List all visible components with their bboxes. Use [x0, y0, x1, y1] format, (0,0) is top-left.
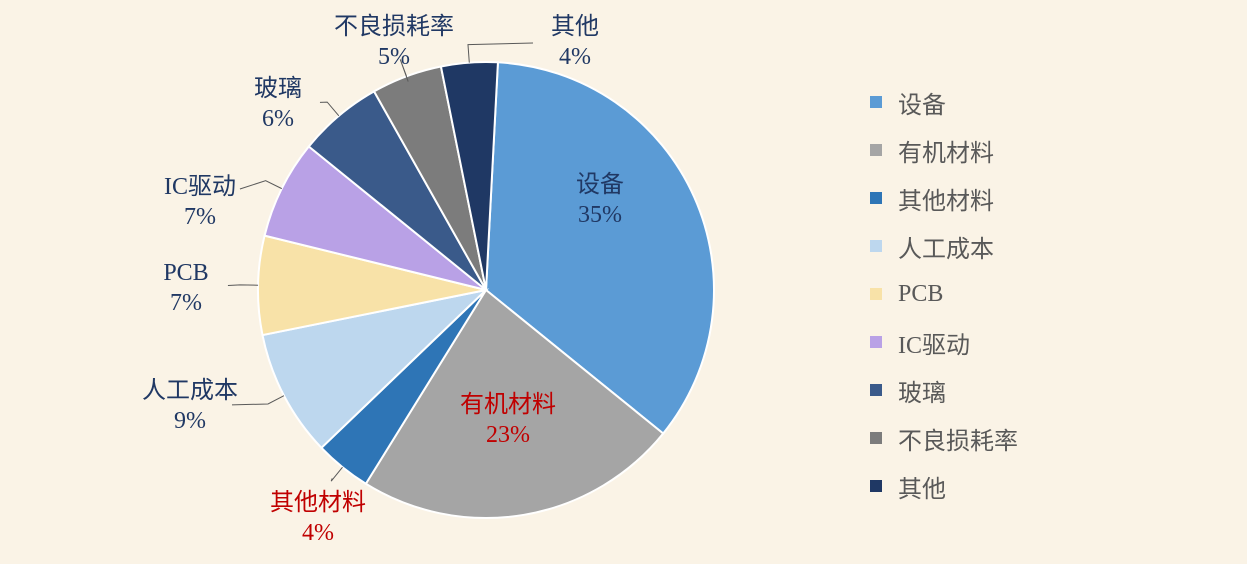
legend-swatch	[870, 144, 882, 156]
legend-label: 其他	[898, 469, 946, 504]
leader-5	[240, 181, 282, 189]
legend-swatch	[870, 288, 882, 300]
legend-item-0: 设备	[870, 78, 1018, 126]
legend-label: 有机材料	[898, 133, 994, 168]
legend-label: PCB	[898, 281, 943, 308]
pie-svg	[0, 0, 1247, 564]
legend-item-2: 其他材料	[870, 174, 1018, 222]
legend-swatch	[870, 96, 882, 108]
legend-swatch	[870, 432, 882, 444]
leader-4	[228, 285, 258, 286]
legend-item-1: 有机材料	[870, 126, 1018, 174]
legend-label: 玻璃	[898, 373, 946, 408]
legend-swatch	[870, 336, 882, 348]
slices	[258, 62, 714, 518]
legend-swatch	[870, 192, 882, 204]
legend-item-7: 不良损耗率	[870, 414, 1018, 462]
legend-swatch	[870, 240, 882, 252]
legend-swatch	[870, 480, 882, 492]
legend-item-8: 其他	[870, 462, 1018, 510]
legend-item-5: IC驱动	[870, 318, 1018, 366]
leader-8	[468, 43, 533, 63]
leader-6	[320, 102, 339, 116]
legend-item-6: 玻璃	[870, 366, 1018, 414]
legend-item-4: PCB	[870, 270, 1018, 318]
legend: 设备有机材料其他材料人工成本 PCB IC驱动玻璃不良损耗率其他	[870, 78, 1018, 510]
legend-label: IC驱动	[898, 325, 970, 360]
legend-label: 不良损耗率	[898, 421, 1018, 456]
legend-swatch	[870, 384, 882, 396]
leader-2	[331, 467, 342, 481]
pie-chart: 设备35%有机材料23%其他材料4%人工成本9%PCB7%IC驱动7%玻璃6%不…	[0, 0, 1247, 564]
legend-label: 人工成本	[898, 229, 994, 264]
legend-item-3: 人工成本	[870, 222, 1018, 270]
legend-label: 设备	[898, 85, 946, 120]
legend-label: 其他材料	[898, 181, 994, 216]
leader-3	[232, 396, 284, 405]
